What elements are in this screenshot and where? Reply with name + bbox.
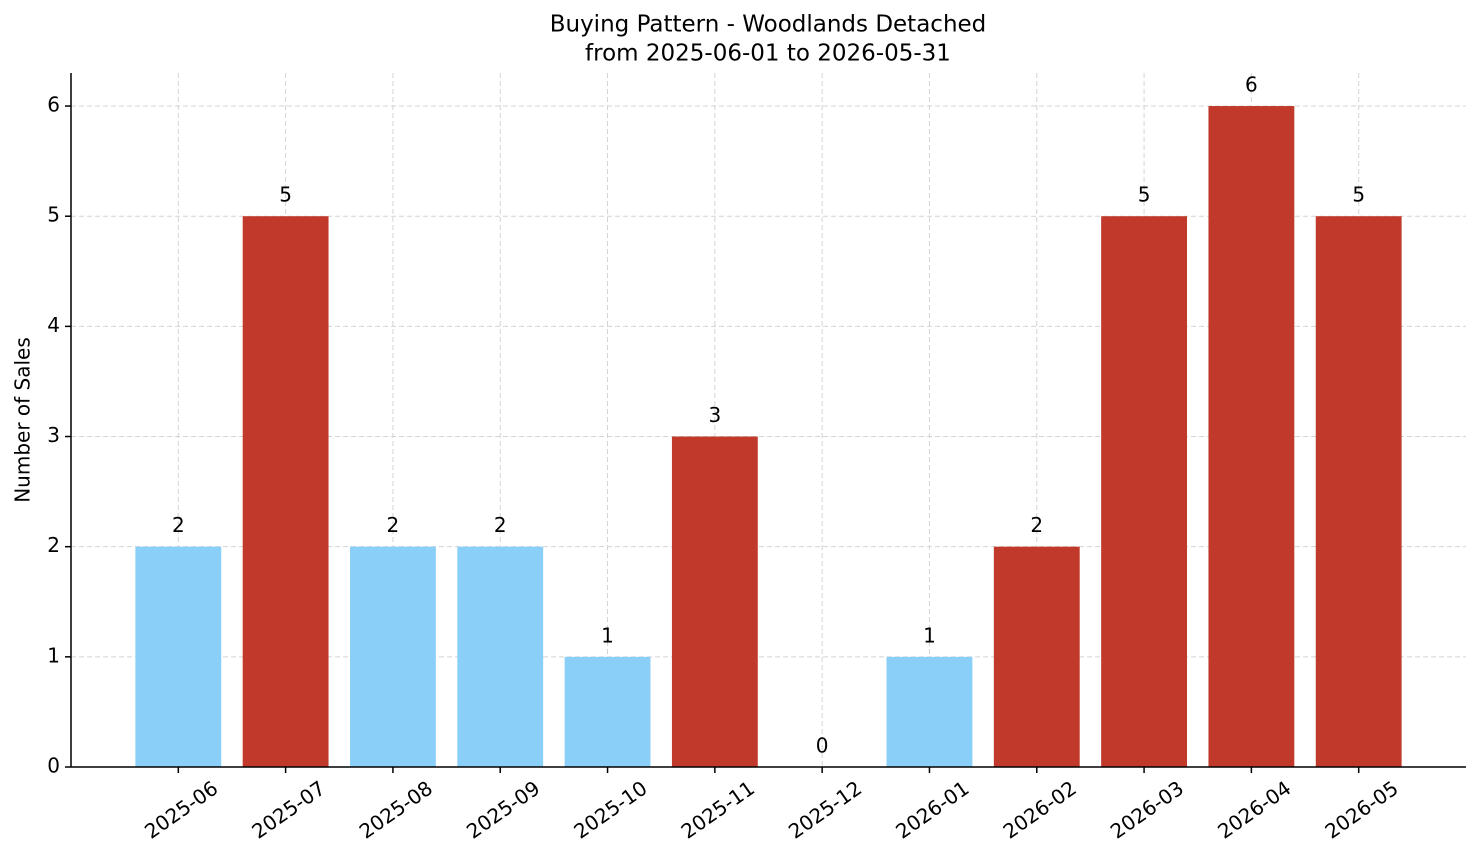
x-tick-label: 2026-04	[1213, 776, 1295, 844]
x-tick-label: 2026-01	[891, 776, 973, 844]
data-label: 1	[923, 623, 936, 647]
bar	[242, 216, 329, 767]
y-tick-label: 0	[47, 754, 60, 778]
data-label: 5	[1352, 183, 1365, 207]
data-label: 5	[1138, 183, 1151, 207]
bar	[993, 546, 1080, 767]
x-tick-label: 2026-03	[1106, 776, 1188, 844]
chart-subtitle: from 2025-06-01 to 2026-05-31	[585, 41, 951, 67]
data-label: 5	[279, 183, 292, 207]
y-tick-label: 3	[47, 423, 60, 447]
y-tick-label: 4	[47, 313, 60, 337]
x-tick-label: 2025-10	[569, 776, 651, 844]
bar	[457, 546, 544, 767]
data-label: 2	[494, 513, 507, 537]
bar	[1315, 216, 1402, 767]
x-tick-label: 2025-06	[140, 776, 222, 844]
data-label: 2	[172, 513, 185, 537]
x-tick-label: 2026-02	[999, 776, 1081, 844]
data-label: 1	[601, 623, 614, 647]
y-tick-label: 6	[47, 93, 60, 117]
bar	[350, 546, 436, 767]
x-tick-label: 2025-12	[784, 776, 866, 844]
x-tick-label: 2025-11	[677, 776, 759, 844]
bar	[564, 656, 651, 767]
y-tick-label: 1	[47, 643, 60, 667]
data-label: 0	[816, 734, 829, 758]
data-label: 6	[1245, 73, 1258, 97]
y-axis-label: Number of Sales	[11, 337, 35, 503]
bar	[886, 656, 973, 767]
data-label: 2	[387, 513, 400, 537]
y-tick-label: 2	[47, 533, 60, 557]
bar	[135, 546, 222, 767]
x-tick-label: 2026-05	[1320, 776, 1402, 844]
x-tick-label: 2025-09	[462, 776, 544, 844]
data-label: 2	[1030, 513, 1043, 537]
x-tick-label: 2025-07	[247, 776, 329, 844]
bar	[671, 436, 758, 767]
chart-title: Buying Pattern - Woodlands Detached	[550, 12, 987, 38]
x-tick-label: 2025-08	[355, 776, 437, 844]
data-label: 3	[708, 403, 721, 427]
bar	[1101, 216, 1187, 767]
bar	[1208, 106, 1295, 768]
y-tick-label: 5	[47, 203, 60, 227]
